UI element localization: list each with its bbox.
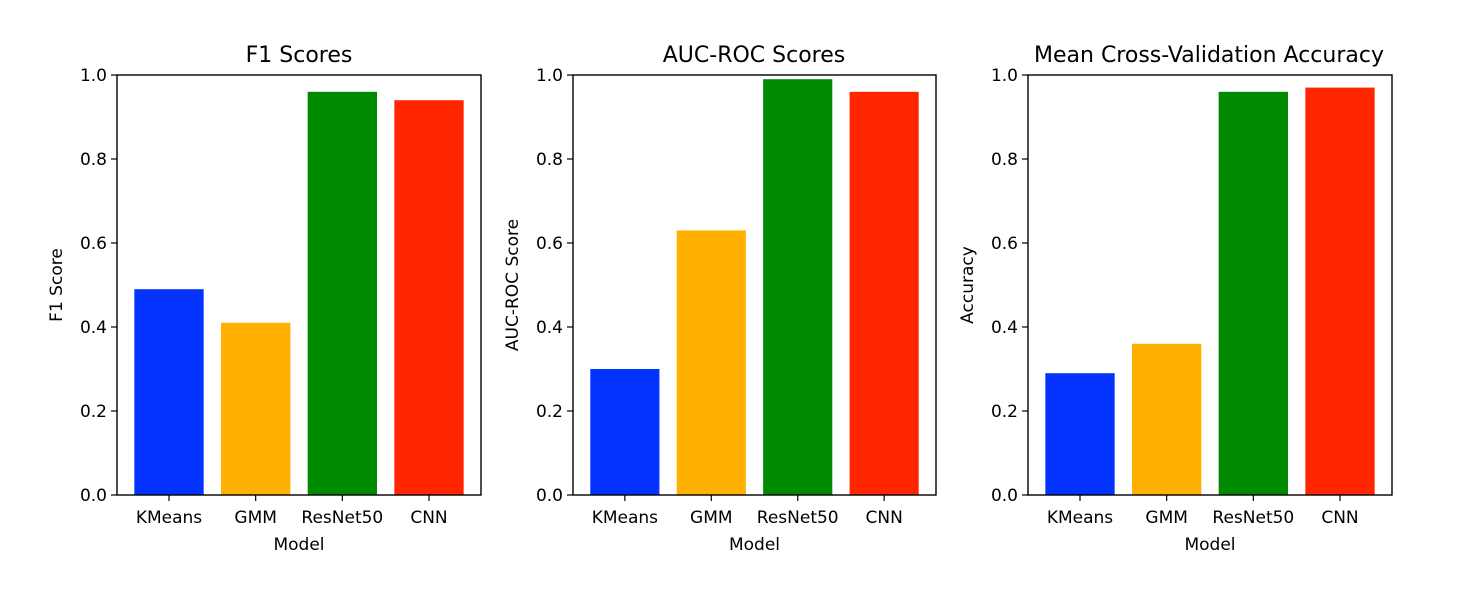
y-tick-label: 0.6 xyxy=(991,234,1018,254)
plot-frame xyxy=(572,74,937,496)
y-tick-label: 0.6 xyxy=(80,234,107,254)
x-tick-label: ResNet50 xyxy=(1212,508,1294,528)
bar-kmeans xyxy=(1045,373,1115,495)
y-tick-label: 0.8 xyxy=(80,150,107,170)
x-tick-label: KMeans xyxy=(592,508,658,528)
y-tick-label: 0.8 xyxy=(536,150,563,170)
f1-scores-panel: F1 Scores 0.0 0.2 0.4 0.6 0.8 1.0 KMeans GMM Re… xyxy=(47,43,482,555)
x-axis-ticks: KMeans GMM ResNet50 CNN xyxy=(592,495,903,528)
x-tick-label: GMM xyxy=(690,508,733,528)
x-tick-label: ResNet50 xyxy=(301,508,383,528)
bar-kmeans xyxy=(590,369,660,495)
y-tick-label: 1.0 xyxy=(536,66,563,86)
x-axis-label: Model xyxy=(273,535,324,555)
y-tick-label: 0.6 xyxy=(536,234,563,254)
y-tick-label: 0.2 xyxy=(536,402,563,422)
x-tick-label: GMM xyxy=(234,508,277,528)
bar-gmm xyxy=(1132,343,1202,495)
bar-resnet50 xyxy=(1218,91,1288,496)
y-tick-label: 0.2 xyxy=(80,402,107,422)
bar-cnn xyxy=(849,91,919,496)
y-tick-label: 0.0 xyxy=(991,486,1018,506)
bar-gmm xyxy=(221,322,291,495)
plot-frame xyxy=(116,74,482,496)
bar-kmeans xyxy=(134,289,204,495)
bar-resnet50 xyxy=(307,91,377,496)
mean-cv-accuracy-panel: Mean Cross-Validation Accuracy 0.0 0.2 0.4… xyxy=(958,43,1393,555)
x-axis-label: Model xyxy=(729,535,780,555)
bar-group xyxy=(134,91,464,496)
y-axis-label: F1 Score xyxy=(47,248,67,322)
y-axis-ticks: 0.0 0.2 0.4 0.6 0.8 1.0 xyxy=(536,66,573,506)
x-tick-label: KMeans xyxy=(136,508,202,528)
bar-cnn xyxy=(394,100,464,495)
x-tick-label: GMM xyxy=(1145,508,1188,528)
y-tick-label: 0.4 xyxy=(536,318,563,338)
bar-group xyxy=(590,79,919,496)
y-tick-label: 0.0 xyxy=(80,486,107,506)
y-tick-label: 0.2 xyxy=(991,402,1018,422)
x-axis-ticks: KMeans GMM ResNet50 CNN xyxy=(136,495,448,528)
y-tick-label: 1.0 xyxy=(80,66,107,86)
chart-title: AUC-ROC Scores xyxy=(663,43,846,68)
bar-gmm xyxy=(676,230,746,495)
y-axis-ticks: 0.0 0.2 0.4 0.6 0.8 1.0 xyxy=(80,66,117,506)
bar-resnet50 xyxy=(763,79,833,495)
bar-cnn xyxy=(1305,87,1375,495)
x-tick-label: CNN xyxy=(1321,508,1358,528)
x-tick-label: KMeans xyxy=(1047,508,1113,528)
x-axis-ticks: KMeans GMM ResNet50 CNN xyxy=(1047,495,1359,528)
y-tick-label: 0.8 xyxy=(991,150,1018,170)
y-axis-ticks: 0.0 0.2 0.4 0.6 0.8 1.0 xyxy=(991,66,1028,506)
y-tick-label: 1.0 xyxy=(991,66,1018,86)
y-axis-label: AUC-ROC Score xyxy=(503,219,523,351)
auc-roc-scores-panel: AUC-ROC Scores 0.0 0.2 0.4 0.6 0.8 1.0 KMeans… xyxy=(503,43,937,555)
y-tick-label: 0.0 xyxy=(536,486,563,506)
x-tick-label: ResNet50 xyxy=(757,508,839,528)
bar-group xyxy=(1045,87,1375,496)
y-tick-label: 0.4 xyxy=(80,318,107,338)
y-tick-label: 0.4 xyxy=(991,318,1018,338)
chart-title: Mean Cross-Validation Accuracy xyxy=(1034,43,1384,68)
x-tick-label: CNN xyxy=(865,508,902,528)
x-axis-label: Model xyxy=(1184,535,1235,555)
y-axis-label: Accuracy xyxy=(958,246,978,324)
chart-title: F1 Scores xyxy=(246,43,353,68)
plot-frame xyxy=(1027,74,1393,496)
x-tick-label: CNN xyxy=(410,508,447,528)
